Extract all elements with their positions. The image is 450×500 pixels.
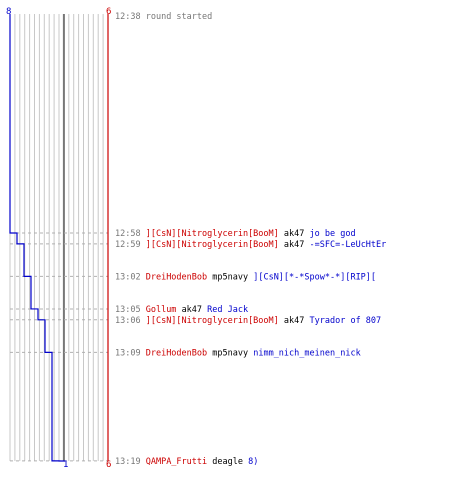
event-killer: QAMPA_Frutti [146, 457, 207, 467]
event-killer: ][CsN][Nitroglycerin[BooM] [146, 316, 279, 326]
red-start-count: 6 [106, 7, 111, 17]
event-weapon: deagle [212, 457, 243, 467]
event-time: 13:19 [115, 457, 141, 467]
event-victim: 8) [248, 457, 258, 467]
event-weapon: mp5navy [212, 272, 248, 282]
event-row: 12:58 ][CsN][Nitroglycerin[BooM] ak47 jo… [115, 229, 356, 239]
event-killer: Gollum [146, 305, 177, 315]
gridlines [9, 14, 109, 461]
blue-end-count: 1 [63, 460, 68, 470]
event-time: 13:05 [115, 305, 141, 315]
team-count-labels: 8 6 1 6 [6, 7, 111, 470]
event-row: 13:09 DreiHodenBob mp5navy nimm_nich_mei… [115, 348, 361, 358]
event-weapon: ak47 [284, 240, 304, 250]
event-time: 12:59 [115, 240, 141, 250]
event-killer: ][CsN][Nitroglycerin[BooM] [146, 240, 279, 250]
event-row: 12:59 ][CsN][Nitroglycerin[BooM] ak47 -=… [115, 240, 386, 250]
event-victim: Red Jack [207, 305, 248, 315]
event-victim: ][CsN][*-*Spow*-*][RIP][ [253, 272, 376, 282]
blue-team-step-line [9, 14, 65, 462]
event-row: 13:02 DreiHodenBob mp5navy ][CsN][*-*Spo… [115, 272, 376, 282]
event-time: 13:06 [115, 316, 141, 326]
event-weapon: ak47 [284, 229, 304, 239]
event-time: 12:58 [115, 229, 141, 239]
event-victim: -=SFC=-LeUcHtEr [310, 240, 387, 250]
red-end-count: 6 [106, 460, 111, 470]
event-row: 13:19 QAMPA_Frutti deagle 8) [115, 457, 258, 467]
event-row: 12:38 round started [115, 12, 212, 22]
event-time: 12:38 [115, 12, 141, 22]
event-time: 13:09 [115, 348, 141, 358]
event-log: 12:38 round started 12:58 ][CsN][Nitrogl… [115, 12, 386, 467]
event-killer: DreiHodenBob [146, 348, 207, 358]
event-victim: Tyrador of 807 [310, 316, 382, 326]
event-time: 13:02 [115, 272, 141, 282]
event-text: round started [146, 12, 213, 22]
event-victim: nimm_nich_meinen_nick [253, 348, 360, 358]
event-victim: jo be god [310, 229, 356, 239]
alive-count-lines [9, 14, 109, 462]
blue-start-count: 8 [6, 7, 11, 17]
event-weapon: ak47 [182, 305, 202, 315]
event-weapon: mp5navy [212, 348, 248, 358]
event-row: 13:05 Gollum ak47 Red Jack [115, 305, 248, 315]
event-killer: ][CsN][Nitroglycerin[BooM] [146, 229, 279, 239]
event-killer: DreiHodenBob [146, 272, 207, 282]
event-row: 13:06 ][CsN][Nitroglycerin[BooM] ak47 Ty… [115, 316, 381, 326]
event-weapon: ak47 [284, 316, 304, 326]
